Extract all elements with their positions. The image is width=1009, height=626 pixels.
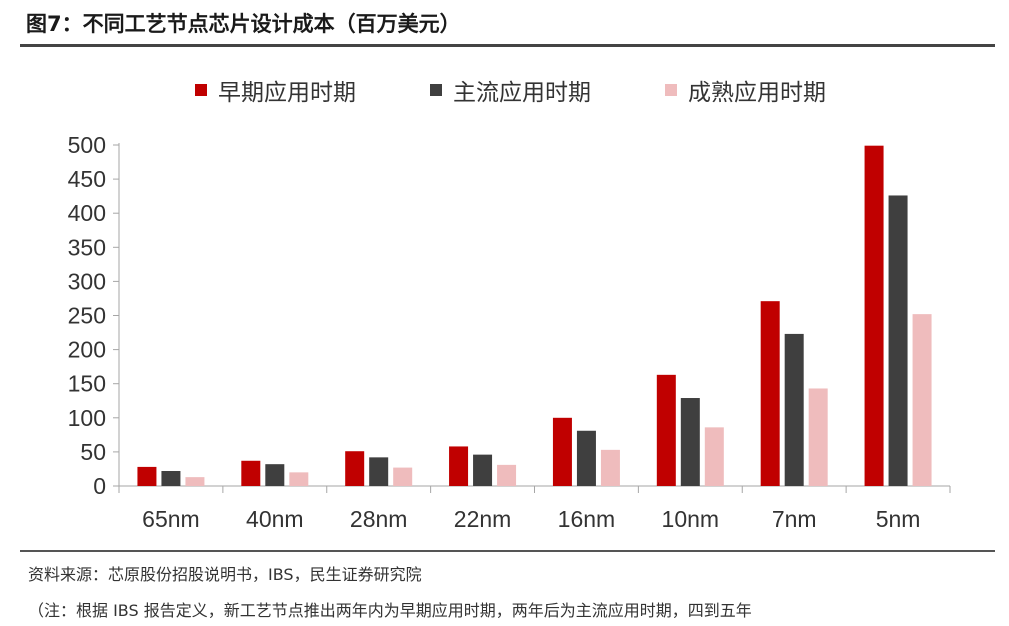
- bar: [784, 333, 804, 486]
- bar: [345, 451, 365, 486]
- legend-label: 早期应用时期: [218, 80, 356, 106]
- x-tick-label: 28nm: [350, 506, 408, 532]
- x-tick-label: 16nm: [558, 506, 616, 532]
- bars: [137, 145, 932, 486]
- y-tick-label: 0: [93, 473, 106, 499]
- y-tick-label: 100: [68, 405, 106, 431]
- x-tick-label: 65nm: [142, 506, 200, 532]
- bar: [449, 446, 469, 486]
- y-tick-label: 250: [68, 303, 106, 329]
- y-tick-label: 500: [68, 132, 106, 158]
- y-tick-label: 200: [68, 337, 106, 363]
- x-axis: 65nm 40nm 28nm 22nm 16nm 10nm 7nm 5nm: [118, 485, 951, 532]
- y-tick-label: 50: [80, 439, 106, 465]
- bar: [760, 301, 780, 486]
- legend-label: 成熟应用时期: [688, 80, 826, 106]
- bar: [656, 374, 676, 486]
- legend: 早期应用时期 主流应用时期 成熟应用时期: [195, 80, 826, 106]
- bar: [576, 430, 596, 486]
- bar: [369, 457, 389, 486]
- bar: [704, 427, 724, 486]
- bar: [241, 460, 261, 486]
- bar: [497, 464, 517, 486]
- x-tick-label: 7nm: [772, 506, 817, 532]
- bar: [393, 467, 413, 486]
- y-tick-label: 400: [68, 200, 106, 226]
- footer-rule: [20, 550, 995, 552]
- bar: [473, 454, 493, 486]
- x-tick-label: 40nm: [246, 506, 304, 532]
- y-tick-label: 450: [68, 166, 106, 192]
- legend-swatch: [430, 84, 442, 96]
- title-rule: [20, 44, 995, 47]
- definition-note: （注：根据 IBS 报告定义，新工艺节点推出两年内为早期应用时期，两年后为主流应…: [28, 601, 752, 620]
- bar: [600, 449, 620, 486]
- legend-swatch: [665, 84, 677, 96]
- bar-chart: 早期应用时期 主流应用时期 成熟应用时期 0 50 100 150 200 250 300 350…: [68, 80, 951, 532]
- bar: [888, 195, 908, 486]
- bar: [185, 477, 205, 486]
- bar: [161, 470, 181, 486]
- bar: [680, 398, 700, 486]
- legend-label: 主流应用时期: [453, 80, 591, 106]
- bar: [137, 466, 157, 486]
- y-tick-label: 300: [68, 268, 106, 294]
- legend-swatch: [195, 84, 207, 96]
- source-note: 资料来源：芯原股份招股说明书，IBS，民生证券研究院: [28, 565, 422, 584]
- bar: [808, 388, 828, 486]
- x-tick-label: 10nm: [662, 506, 720, 532]
- y-tick-label: 350: [68, 234, 106, 260]
- x-tick-label: 5nm: [876, 506, 921, 532]
- bar: [265, 464, 285, 486]
- bar: [289, 472, 309, 486]
- x-tick-label: 22nm: [454, 506, 512, 532]
- bar: [864, 145, 884, 486]
- y-axis: 0 50 100 150 200 250 300 350 400 450 500: [68, 132, 120, 499]
- chart-title: 图7：不同工艺节点芯片设计成本（百万美元）: [26, 12, 461, 36]
- bar: [912, 314, 932, 486]
- y-tick-label: 150: [68, 371, 106, 397]
- bar: [552, 417, 572, 486]
